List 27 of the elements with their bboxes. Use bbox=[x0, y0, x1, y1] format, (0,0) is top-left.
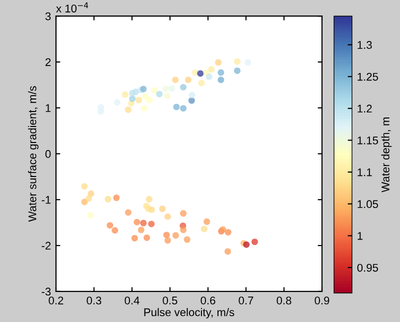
color-bar-label: 1 bbox=[358, 232, 362, 240]
y-tick-label: 1 bbox=[46, 104, 51, 112]
x-tick-label: 0.3 bbox=[86, 296, 102, 304]
color-bar-label: 0.95 bbox=[357, 264, 378, 272]
y-tick-label: -2 bbox=[42, 242, 51, 250]
x-tick-label: 0.6 bbox=[200, 296, 216, 304]
y-tick-label: -1 bbox=[42, 196, 51, 204]
x-axis-title: Pulse velocity, m/s bbox=[144, 308, 234, 318]
y-tick-label: -3 bbox=[42, 288, 51, 296]
x-tick-label: 0.4 bbox=[124, 296, 140, 304]
color-bar-label: 1.1 bbox=[358, 168, 372, 176]
color-bar-title: Water depth, m bbox=[381, 118, 392, 192]
color-bar-label: 1.25 bbox=[358, 72, 378, 81]
color-bar-label: 1.15 bbox=[358, 136, 378, 144]
x-tick-label: 0.5 bbox=[162, 296, 178, 304]
y-tick-label: 3 bbox=[45, 12, 51, 20]
y-tick-label: 2 bbox=[46, 58, 51, 66]
x-tick-label: 0.8 bbox=[276, 296, 292, 304]
x-tick-label: 0.2 bbox=[48, 296, 64, 304]
y-tick-label: 0 bbox=[45, 150, 51, 158]
x-tick-label: 0.9 bbox=[314, 296, 330, 304]
color-bar-label: 1.2 bbox=[358, 104, 372, 112]
y-axis-title: Water surface gradient, m/s bbox=[28, 86, 38, 222]
x-tick-label: 0.7 bbox=[238, 296, 254, 304]
text: x 10$^{−4}$ bbox=[56, 2, 88, 12]
color-bar-label: 1.05 bbox=[358, 200, 378, 208]
color-bar-label: 1.3 bbox=[358, 41, 372, 49]
